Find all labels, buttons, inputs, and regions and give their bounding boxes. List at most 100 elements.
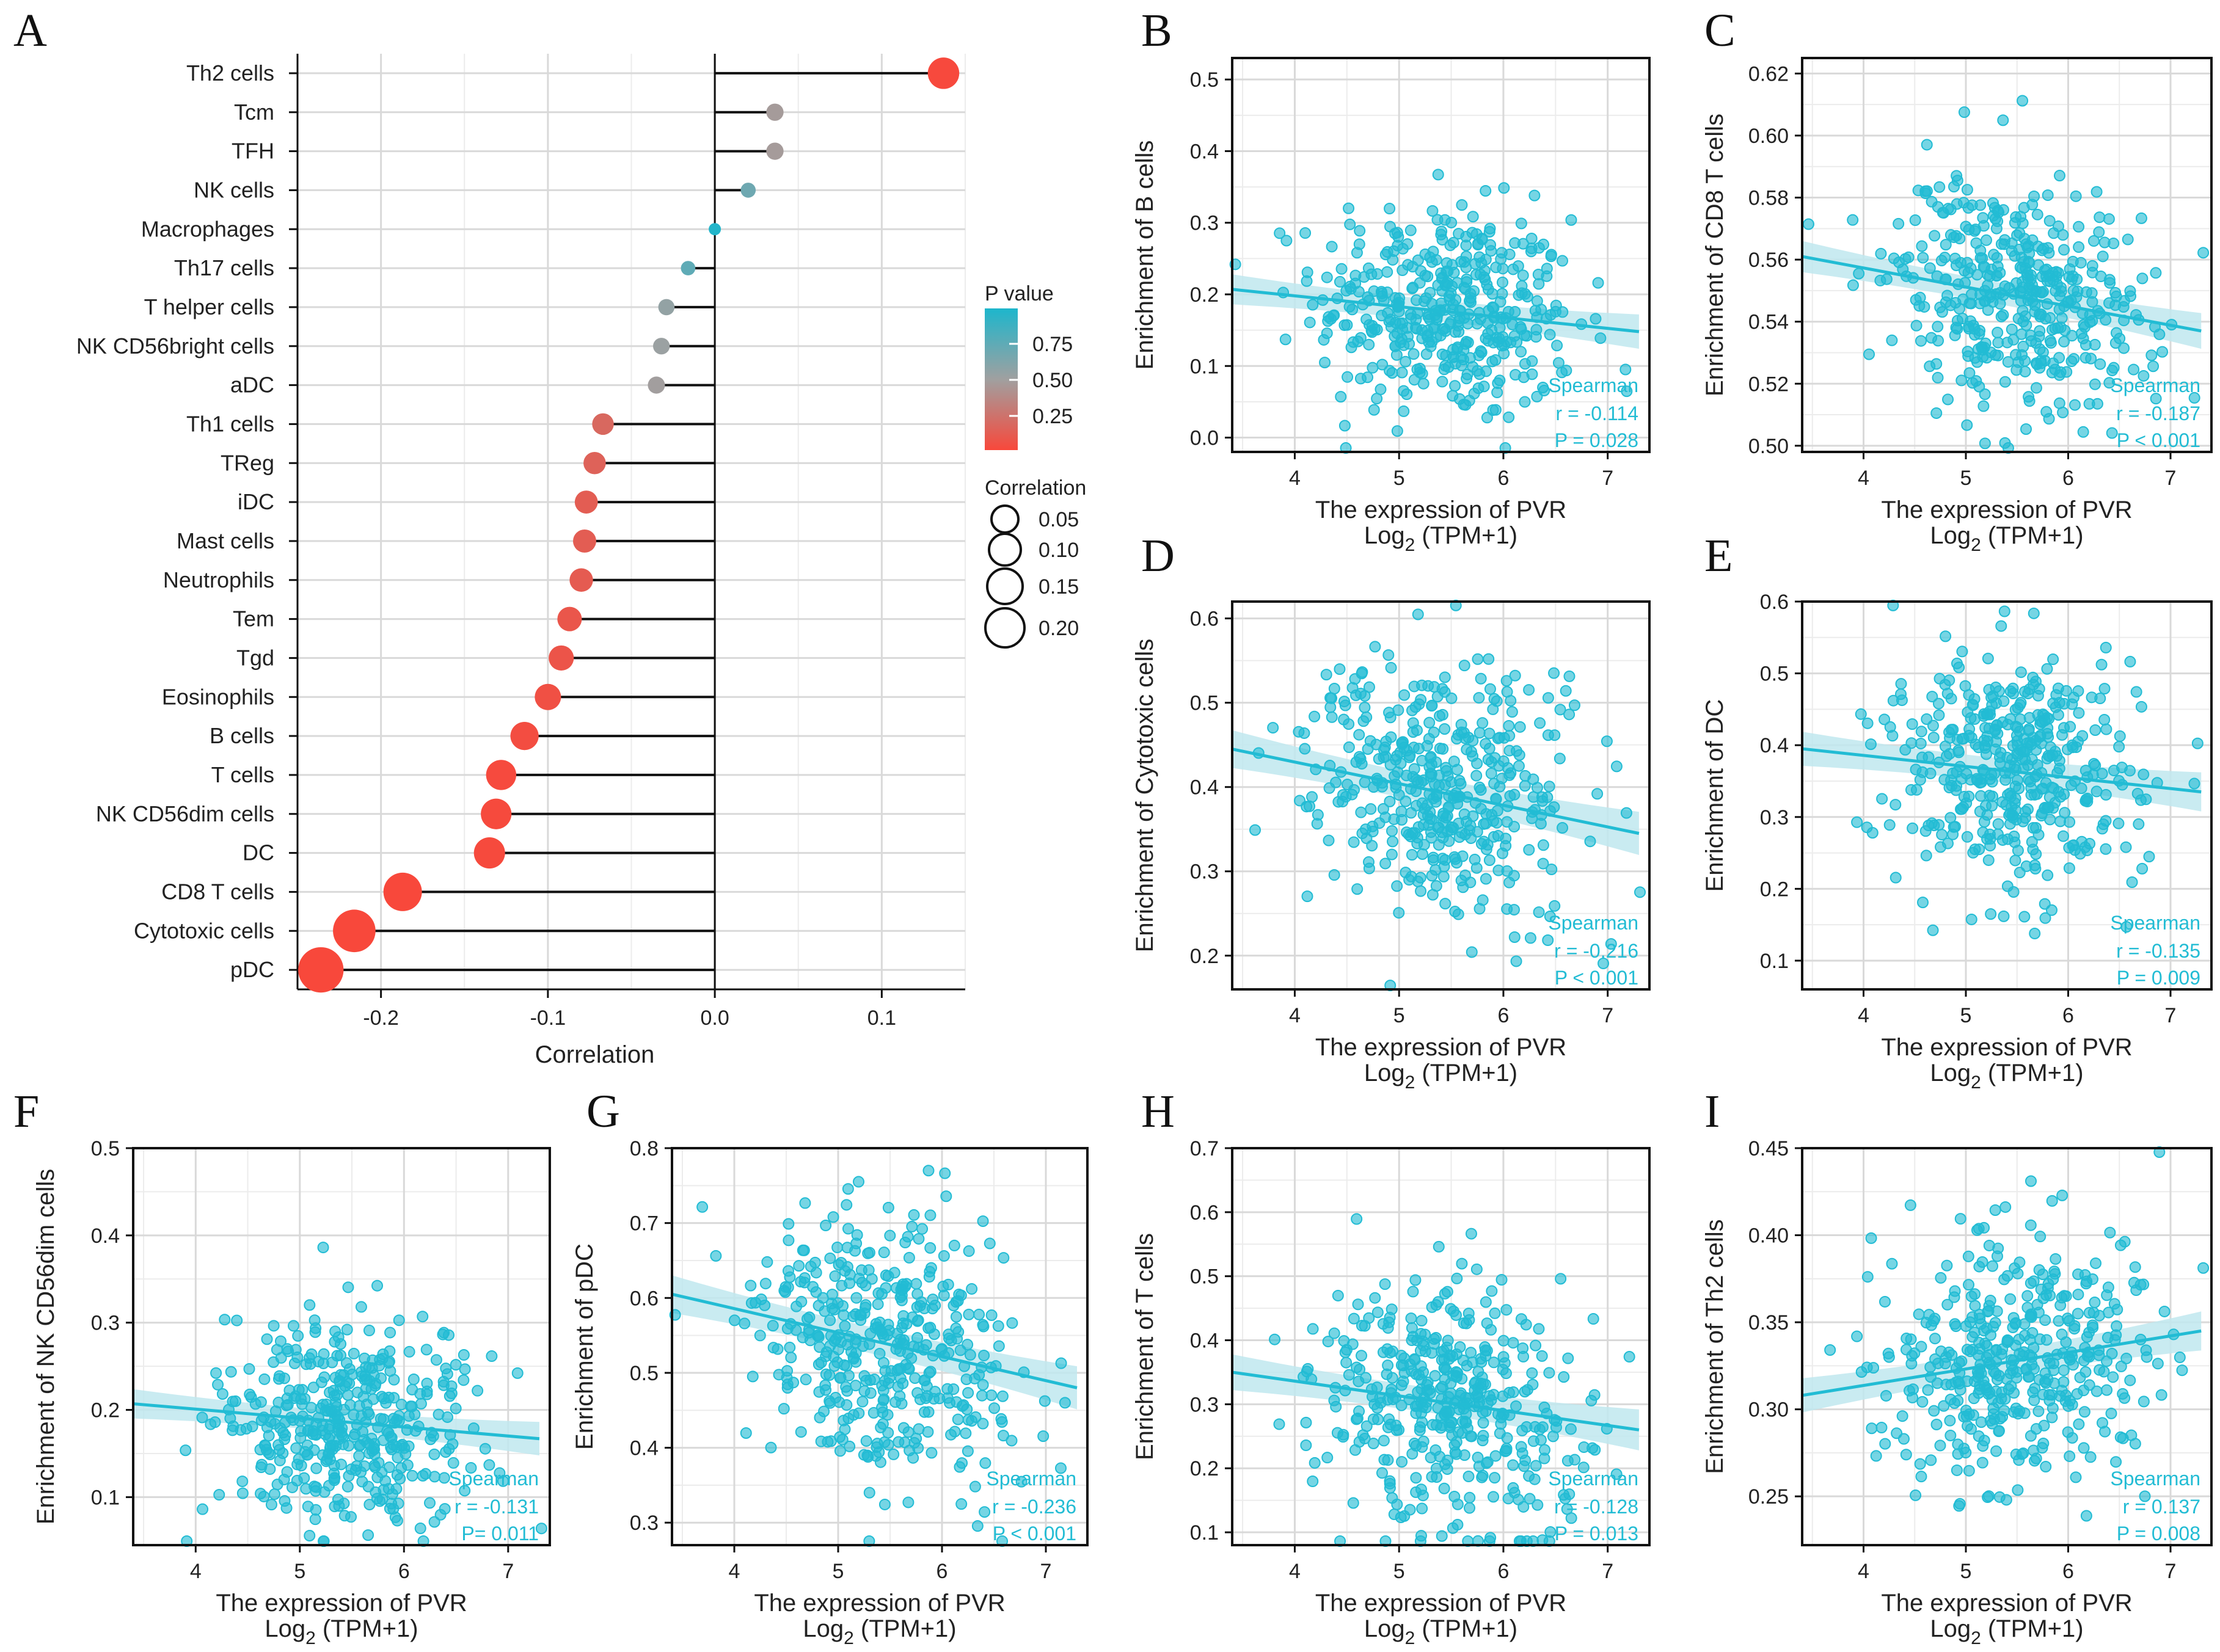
scatter-point (1414, 366, 1426, 379)
scatter-point (2106, 427, 2118, 439)
scatter-point (290, 1344, 302, 1356)
scatter-point (853, 1272, 865, 1284)
scatter-point (1601, 735, 1613, 748)
scatter-point (1412, 608, 1424, 620)
scatter-point (1494, 1427, 1506, 1439)
scatter-point (1965, 262, 1977, 274)
scatter-point (264, 1463, 276, 1476)
scatter-point (1362, 262, 1375, 274)
scatter-point (960, 1427, 972, 1439)
scatter-point (839, 1320, 851, 1332)
scatter-point (1500, 675, 1513, 687)
stat-p: P < 0.001 (1555, 967, 1638, 989)
scatter-point (922, 1426, 934, 1438)
scatter-point (1328, 869, 1340, 881)
x-axis-title-units: (TPM+1) (316, 1615, 418, 1642)
scatter-point (1924, 1361, 1937, 1373)
legend-pvalue-title: P value (985, 282, 1054, 305)
scatter-point (795, 1426, 807, 1438)
scatter-point (1485, 767, 1497, 779)
scatter-point (1932, 201, 1944, 213)
scatter-point (1436, 376, 1448, 388)
y-tick-label: 0.6 (1190, 1201, 1219, 1224)
scatter-point (2014, 713, 2026, 726)
scatter-point (1456, 199, 1468, 211)
scatter-point (1376, 1467, 1388, 1479)
x-axis-title-units: (TPM+1) (1981, 1615, 2084, 1642)
scatter-point (1417, 1435, 1429, 1447)
scatter-point (2118, 295, 2130, 307)
category-label: Th1 cells (186, 411, 274, 436)
scatter-point (2174, 1352, 2186, 1364)
x-axis-title-subscript: 2 (1971, 535, 1981, 555)
scatter-point (395, 1399, 407, 1411)
y-tick-label: 0.2 (1190, 945, 1219, 968)
stat-p: P < 0.001 (993, 1523, 1076, 1545)
scatter-point (1929, 1312, 1941, 1325)
scatter-point (1557, 822, 1569, 834)
scatter-point (1507, 263, 1519, 275)
scatter-point (1480, 873, 1492, 885)
scatter-point (1987, 197, 1999, 209)
scatter-point (1378, 1435, 1390, 1447)
scatter-point (1527, 773, 1539, 785)
scatter-point (1959, 680, 1971, 692)
scatter-point (447, 1457, 459, 1469)
scatter-point (1458, 660, 1470, 672)
scatter-point (1406, 704, 1419, 716)
scatter-point (850, 1292, 863, 1304)
scatter-point (1475, 346, 1488, 358)
scatter-point (1954, 1497, 1966, 1510)
scatter-point (1451, 763, 1463, 776)
scatter-point (1927, 924, 1939, 936)
scatter-point (1462, 1471, 1475, 1483)
scatter-point (1922, 1384, 1934, 1396)
scatter-point (908, 1209, 920, 1221)
scatter-point (710, 1250, 722, 1262)
scatter-point (985, 1389, 998, 1402)
scatter-point (2108, 765, 2120, 777)
scatter-point (298, 1472, 310, 1484)
lollipop-point (927, 57, 960, 89)
scatter-point (2054, 1299, 2067, 1311)
scatter-point (1508, 330, 1521, 342)
scatter-point (877, 1356, 889, 1369)
scatter-point (393, 1314, 405, 1326)
scatter-point (2094, 1364, 2106, 1376)
scatter-point (1910, 784, 1922, 796)
scatter-point (1554, 752, 1566, 765)
scatter-point (2079, 352, 2092, 364)
scatter-point (1353, 286, 1365, 298)
scatter-point (927, 1294, 939, 1306)
scatter-point (1279, 333, 1291, 346)
scatter-point (759, 1278, 772, 1290)
scatter-point (1997, 309, 2009, 321)
x-axis-title-units: (TPM+1) (1415, 1060, 1517, 1086)
scatter-point (1918, 300, 1930, 313)
scatter-point (1421, 740, 1433, 752)
scatter-point (310, 1462, 323, 1474)
scatter-point (1428, 1333, 1440, 1345)
scatter-point (1997, 114, 2009, 126)
panel-i: I 4 5 6 7 0.25 0.30 0.35 0.40 0.45 The expression … (1701, 1086, 2213, 1648)
scatter-point (394, 1472, 406, 1485)
scatter-point (486, 1350, 498, 1363)
scatter-point (1940, 239, 1952, 251)
plot-frame (1231, 57, 1651, 453)
scatter-point (1299, 743, 1311, 755)
scatter-point (1536, 791, 1548, 803)
panel-letter-a: A (13, 5, 47, 56)
scatter-point (2156, 346, 2169, 358)
scatter-point (878, 1246, 890, 1259)
x-axis-title-line2: Log2 (TPM+1) (265, 1615, 418, 1648)
scatter-point (2025, 1175, 2037, 1187)
scatter-point (1381, 266, 1393, 278)
scatter-point (1560, 365, 1572, 377)
scatter-point (1503, 769, 1516, 781)
scatter-point (1851, 816, 1863, 828)
scatter-point (1398, 385, 1410, 397)
scatter-point (1409, 1274, 1422, 1286)
scatter-point (1273, 1418, 1285, 1430)
scatter-point (1940, 630, 1952, 642)
scatter-point (1594, 332, 1607, 344)
